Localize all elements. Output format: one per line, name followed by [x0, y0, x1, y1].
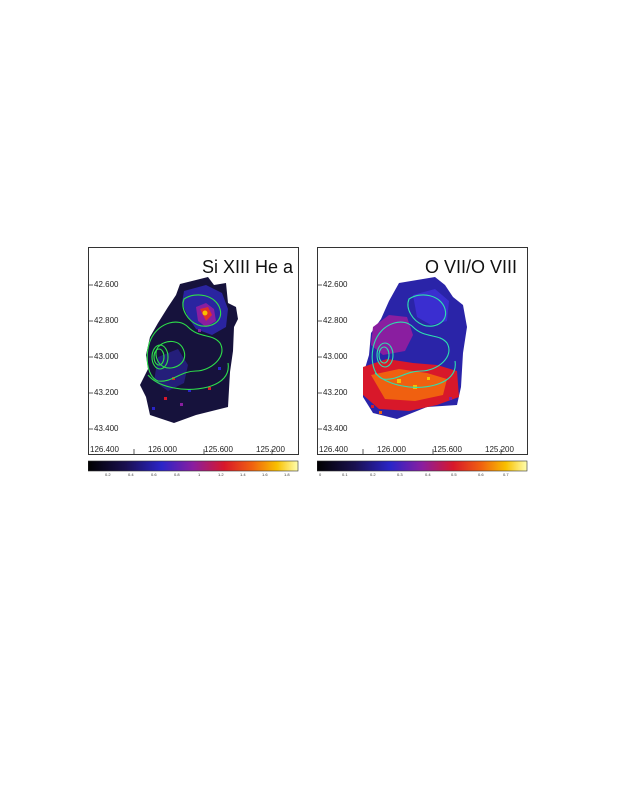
colorbar-tick: 1.4 [240, 472, 246, 477]
colorbar-tick: 0.6 [478, 472, 484, 477]
colorbar-tick: 0.2 [370, 472, 376, 477]
y-tick: 43.400 [94, 424, 119, 433]
colorbar-tick: 0.2 [105, 472, 111, 477]
x-tick: 126.400 [90, 445, 119, 454]
colorbar [88, 460, 299, 472]
y-tick: 43.400 [323, 424, 348, 433]
contours [371, 294, 456, 388]
panel-ovii-oviii: O VII/O VIII 42.600 42.800 43.000 43.200… [317, 247, 530, 477]
colorbar-tick: 0.5 [451, 472, 457, 477]
emission-map [140, 277, 238, 423]
colorbar [317, 460, 528, 472]
colorbar-tick: 1.6 [262, 472, 268, 477]
y-tick: 42.600 [323, 280, 348, 289]
axis-ticks [317, 284, 502, 454]
colorbar-tick: 1 [198, 472, 201, 477]
si-xiii-map [88, 247, 299, 472]
x-tick: 125.600 [204, 445, 233, 454]
colorbar-tick: 0.4 [425, 472, 431, 477]
x-tick: 125.200 [256, 445, 285, 454]
y-tick: 43.000 [94, 352, 119, 361]
x-tick: 126.400 [319, 445, 348, 454]
panel-title: O VII/O VIII [425, 257, 518, 277]
colorbar-tick: 0.1 [342, 472, 348, 477]
x-tick: 126.000 [148, 445, 177, 454]
colorbar-tick: 1.2 [218, 472, 224, 477]
contours [146, 294, 229, 390]
colorbar-tick: 0.6 [151, 472, 157, 477]
y-tick: 43.000 [323, 352, 348, 361]
colorbar-tick: 0 [319, 472, 322, 477]
y-tick: 42.800 [323, 316, 348, 325]
colorbar-tick: 0.8 [174, 472, 180, 477]
axis-ticks [88, 284, 273, 454]
y-tick: 43.200 [94, 388, 119, 397]
y-tick: 42.600 [94, 280, 119, 289]
y-tick: 42.800 [94, 316, 119, 325]
colorbar-tick: 1.8 [284, 472, 290, 477]
ovii-oviii-map [317, 247, 528, 472]
x-tick: 125.600 [433, 445, 462, 454]
panel-si-xiii: Si XIII He a 42.600 42.800 43.000 43.200… [88, 247, 301, 477]
y-tick: 43.200 [323, 388, 348, 397]
panel-title: Si XIII He a [202, 257, 294, 277]
colorbar-tick: 0.3 [397, 472, 403, 477]
x-tick: 125.200 [485, 445, 514, 454]
colorbar-tick: 0.4 [128, 472, 134, 477]
colorbar-tick: 0.7 [503, 472, 509, 477]
x-tick: 126.000 [377, 445, 406, 454]
